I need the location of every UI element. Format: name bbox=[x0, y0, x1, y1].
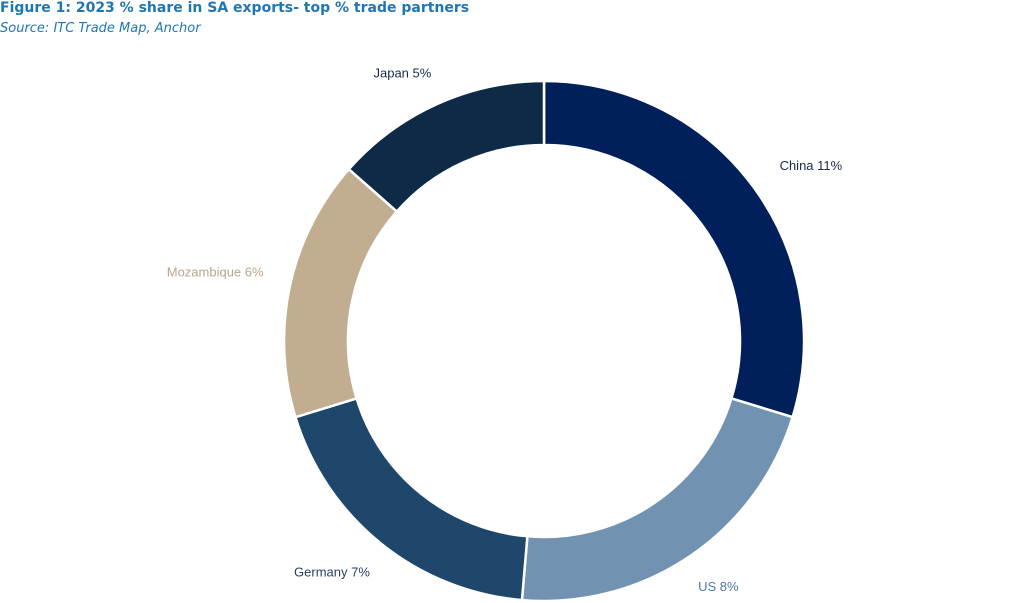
figure-source: Source: ITC Trade Map, Anchor bbox=[0, 21, 201, 36]
slice-label-japan: Japan 5% bbox=[373, 65, 431, 80]
slice-japan bbox=[347, 79, 546, 214]
slice-label-mozambique: Mozambique 6% bbox=[167, 265, 264, 280]
slice-china bbox=[542, 79, 806, 419]
figure-title: Figure 1: 2023 % share in SA exports- to… bbox=[0, 0, 470, 16]
slice-mozambique bbox=[282, 167, 399, 419]
slice-us bbox=[520, 396, 795, 603]
slice-label-germany: Germany 7% bbox=[294, 564, 370, 579]
slice-label-china: China 11% bbox=[780, 158, 843, 173]
slice-label-us: US 8% bbox=[698, 579, 739, 594]
